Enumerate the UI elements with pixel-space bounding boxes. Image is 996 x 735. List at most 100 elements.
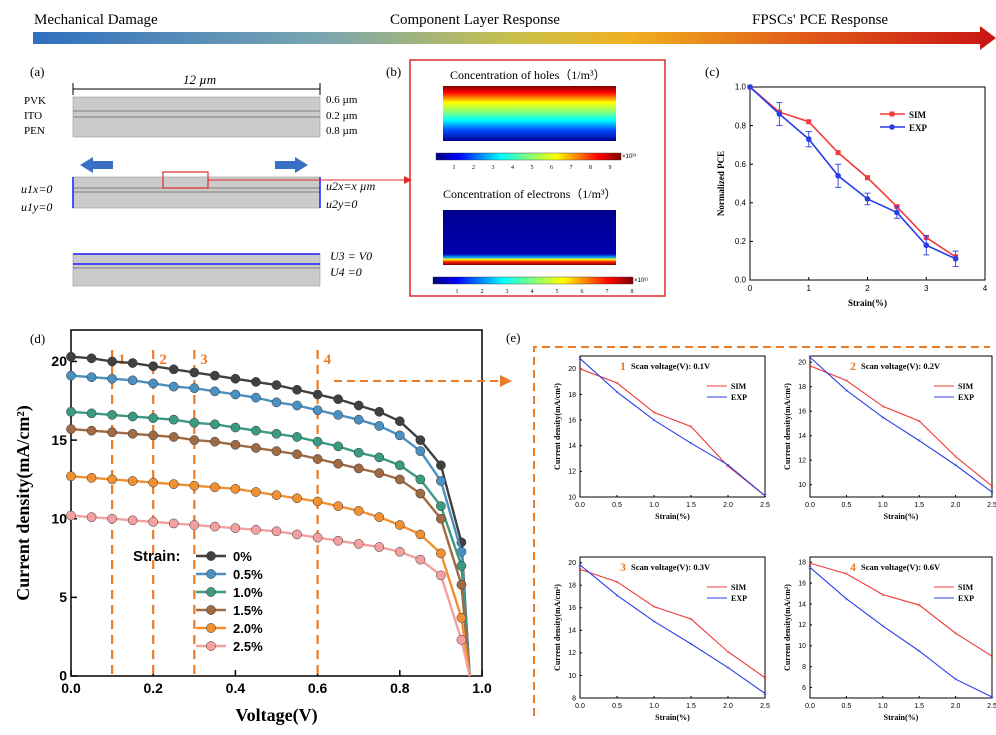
- legend-marker: [206, 569, 216, 579]
- thickness-pvk: 0.6 µm: [326, 94, 358, 106]
- data-point-sim: ×: [615, 379, 619, 387]
- jv-point: [107, 373, 117, 384]
- jv-point: [251, 377, 261, 387]
- jv-point: [271, 490, 282, 500]
- layer-name-pen: PEN: [24, 125, 45, 137]
- data-point-sim: ×: [881, 403, 885, 411]
- data-point-exp: ×: [652, 618, 656, 626]
- subplot-title: Scan voltage(V): 0.2V: [861, 361, 941, 371]
- jv-curve-1.5%: [70, 427, 471, 677]
- jv-point: [353, 539, 364, 549]
- jv-point: [394, 546, 405, 557]
- jv-point: [456, 561, 467, 571]
- data-point-exp: [923, 242, 930, 249]
- jv-point: [394, 474, 405, 485]
- panel-d-label: (d): [30, 331, 45, 346]
- electrons-colorbar-ticks: 1 2 3 4 5 6 7 8: [456, 289, 634, 295]
- x-tick-label: 4: [983, 284, 988, 293]
- legend-label: SIM: [731, 382, 747, 391]
- bc-right-u2y: u2y=0: [326, 197, 357, 211]
- x-tick-label: 2.0: [951, 703, 961, 710]
- jv-point: [436, 548, 446, 559]
- subplot-title: Scan voltage(V): 0.3V: [631, 562, 711, 572]
- data-point-exp: ×: [990, 693, 994, 701]
- y-tick-label: 0.0: [735, 276, 747, 285]
- dashed-line-label: 4: [324, 352, 332, 368]
- jv-point: [251, 487, 261, 497]
- colorbar-tick-label: 9: [609, 165, 612, 171]
- jv-point: [292, 400, 302, 411]
- legend-label: SIM: [909, 110, 927, 120]
- legend-label: SIM: [958, 382, 974, 391]
- y-axis-label: Current density(mA/cm²): [13, 405, 34, 601]
- jv-point: [456, 634, 467, 645]
- series-line-sim: [749, 86, 957, 258]
- legend-label: 1.0%: [233, 585, 263, 600]
- jv-point: [436, 501, 446, 511]
- jv-point: [66, 510, 76, 521]
- jv-point: [374, 542, 385, 552]
- bc-left-u1y: u1y=0: [21, 200, 52, 214]
- data-point-exp: ×: [844, 387, 848, 395]
- jv-point: [168, 381, 179, 392]
- data-point-exp: ×: [954, 462, 958, 470]
- y-axis-label: Current density(mA/cm²): [783, 383, 792, 470]
- jv-point: [312, 389, 323, 400]
- data-point-sim: [806, 119, 812, 125]
- layer-stack-bottom: [72, 253, 321, 287]
- dashed-line-label: 3: [200, 352, 208, 368]
- x-tick-label: 0.5: [842, 502, 852, 509]
- y-tick-label: 8: [572, 695, 576, 702]
- y-tick-label: 18: [568, 583, 576, 590]
- jv-point: [86, 512, 97, 523]
- x-tick-label: 1.5: [914, 502, 924, 509]
- gradient-arrow: [33, 26, 996, 50]
- jv-point: [230, 439, 241, 450]
- jv-point: [292, 493, 302, 504]
- x-tick-label: 2: [865, 284, 870, 293]
- jv-point: [312, 454, 323, 464]
- plot-frame: [809, 355, 993, 498]
- jv-curve-2.0%: [70, 475, 471, 677]
- jv-point: [456, 579, 467, 590]
- colorbar-tick-label: 7: [606, 289, 609, 295]
- jv-point: [394, 520, 405, 530]
- data-point-sim: ×: [844, 570, 848, 578]
- y-tick-label: 8: [802, 664, 806, 671]
- data-point-exp: ×: [844, 595, 848, 603]
- x-tick-label: 1.0: [472, 680, 492, 696]
- y-tick-label: 20: [798, 359, 806, 366]
- jv-point: [148, 430, 159, 441]
- jv-point: [251, 425, 261, 436]
- legend-label: 0.5%: [233, 567, 263, 582]
- data-point-exp: ×: [726, 664, 730, 672]
- jv-point: [210, 370, 220, 381]
- jv-point: [312, 436, 323, 447]
- jv-point: [312, 496, 323, 507]
- connector-arrowhead: [500, 375, 512, 387]
- jv-point: [148, 477, 159, 488]
- jv-point: [374, 421, 385, 431]
- jv-point: [86, 472, 97, 483]
- y-tick-label: 5: [59, 589, 67, 605]
- panel-b: (b) Concentration of holes（1/m³） 1 2 3 4 5 6 7…: [386, 59, 666, 297]
- jv-point: [333, 535, 343, 546]
- holes-colorbar-ticks: 1 2 3 4 5 6 7 8 9: [453, 165, 612, 171]
- jv-point: [210, 419, 220, 430]
- x-tick-label: 1.0: [878, 502, 888, 509]
- y-tick-label: 0.4: [735, 198, 747, 207]
- y-tick-label: 16: [798, 409, 806, 416]
- right-arrow: [275, 157, 308, 173]
- data-point-exp: [747, 84, 753, 90]
- jv-point: [86, 372, 97, 383]
- data-point-exp: ×: [808, 564, 812, 572]
- jv-point: [189, 520, 200, 530]
- y-tick-label: 0: [59, 668, 67, 684]
- left-arrow: [80, 157, 113, 173]
- jv-point: [353, 447, 364, 458]
- jv-point: [271, 526, 282, 537]
- x-tick-label: 2.5: [987, 502, 996, 509]
- x-axis-label: Strain(%): [848, 298, 887, 308]
- jv-point: [353, 414, 364, 425]
- jv-point: [127, 411, 138, 422]
